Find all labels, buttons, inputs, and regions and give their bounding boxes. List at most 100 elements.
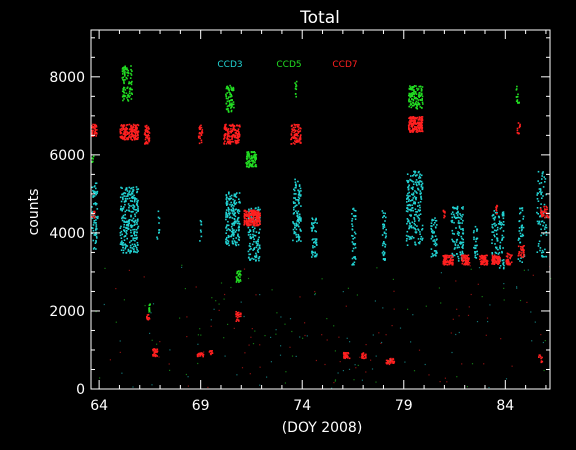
data-point bbox=[418, 85, 420, 88]
data-point bbox=[103, 303, 105, 306]
data-point bbox=[293, 188, 295, 191]
data-point bbox=[419, 122, 422, 124]
data-point bbox=[130, 72, 132, 75]
data-point bbox=[119, 227, 122, 229]
data-point bbox=[450, 254, 453, 257]
data-point bbox=[425, 305, 427, 307]
data-point bbox=[225, 232, 227, 234]
data-point bbox=[120, 230, 123, 233]
data-point bbox=[131, 211, 133, 213]
data-point bbox=[499, 241, 502, 244]
data-point bbox=[521, 235, 523, 238]
x-tick-label: 69 bbox=[192, 398, 210, 414]
data-point bbox=[481, 260, 483, 262]
data-point bbox=[407, 235, 410, 238]
data-point bbox=[231, 105, 233, 108]
data-point bbox=[352, 215, 355, 217]
data-point bbox=[355, 367, 357, 369]
data-point bbox=[130, 215, 132, 218]
data-point bbox=[416, 121, 419, 124]
data-point bbox=[416, 215, 419, 217]
data-point bbox=[185, 373, 187, 376]
data-point bbox=[485, 334, 487, 336]
data-point bbox=[230, 93, 232, 96]
data-point bbox=[248, 159, 250, 162]
data-point bbox=[228, 105, 231, 107]
data-point bbox=[419, 213, 422, 215]
data-point bbox=[484, 258, 487, 261]
data-point bbox=[486, 254, 488, 257]
data-point bbox=[502, 213, 505, 215]
data-point bbox=[347, 287, 349, 289]
data-point bbox=[462, 241, 465, 244]
data-point bbox=[519, 212, 521, 215]
data-point bbox=[541, 249, 544, 252]
data-point bbox=[506, 252, 509, 255]
data-point bbox=[420, 198, 423, 200]
data-point bbox=[233, 229, 235, 231]
data-point bbox=[120, 241, 122, 244]
data-point bbox=[432, 240, 434, 242]
data-point bbox=[289, 346, 291, 348]
data-point bbox=[247, 225, 250, 227]
data-point bbox=[540, 220, 543, 223]
data-point bbox=[199, 219, 202, 222]
data-point bbox=[131, 88, 133, 91]
data-point bbox=[234, 194, 237, 196]
data-point bbox=[405, 210, 408, 212]
data-point bbox=[225, 95, 228, 98]
data-point bbox=[258, 224, 260, 226]
data-point bbox=[457, 234, 460, 236]
data-point bbox=[259, 384, 261, 386]
data-point bbox=[123, 131, 125, 133]
data-point bbox=[228, 244, 230, 247]
data-point bbox=[443, 214, 446, 217]
data-point bbox=[351, 218, 354, 220]
data-point bbox=[421, 237, 424, 240]
data-point bbox=[234, 243, 237, 246]
data-point bbox=[119, 340, 121, 342]
data-point bbox=[122, 99, 124, 102]
data-point bbox=[252, 219, 255, 221]
data-point bbox=[131, 235, 133, 237]
data-point bbox=[144, 134, 147, 136]
data-point bbox=[452, 318, 454, 320]
data-point bbox=[461, 250, 464, 253]
data-point bbox=[456, 211, 459, 214]
data-point bbox=[123, 299, 125, 301]
data-point bbox=[522, 226, 525, 229]
data-point bbox=[291, 124, 293, 127]
data-point bbox=[133, 251, 135, 253]
data-point bbox=[354, 258, 357, 260]
data-point bbox=[290, 134, 293, 136]
data-point bbox=[215, 300, 217, 302]
data-point bbox=[228, 91, 230, 93]
data-point bbox=[256, 244, 259, 246]
data-point bbox=[446, 255, 448, 257]
data-point bbox=[157, 210, 160, 213]
data-point bbox=[210, 353, 212, 356]
data-point bbox=[353, 215, 356, 218]
data-point bbox=[94, 124, 96, 126]
data-point bbox=[95, 135, 97, 137]
data-point bbox=[254, 164, 257, 167]
data-point bbox=[156, 351, 158, 354]
data-point bbox=[479, 258, 481, 261]
data-point bbox=[127, 94, 129, 96]
data-point bbox=[122, 90, 125, 92]
data-point bbox=[435, 243, 438, 246]
data-point bbox=[254, 217, 257, 219]
data-point bbox=[250, 164, 253, 166]
data-point bbox=[226, 200, 228, 202]
data-point bbox=[410, 102, 412, 105]
data-point bbox=[294, 232, 297, 234]
data-point bbox=[493, 234, 495, 236]
data-point bbox=[137, 227, 139, 229]
data-point bbox=[406, 222, 408, 225]
data-point bbox=[137, 250, 139, 252]
data-point bbox=[123, 229, 125, 232]
data-point bbox=[407, 197, 409, 199]
data-point bbox=[126, 224, 128, 226]
data-point bbox=[230, 86, 232, 89]
data-point bbox=[462, 206, 464, 208]
